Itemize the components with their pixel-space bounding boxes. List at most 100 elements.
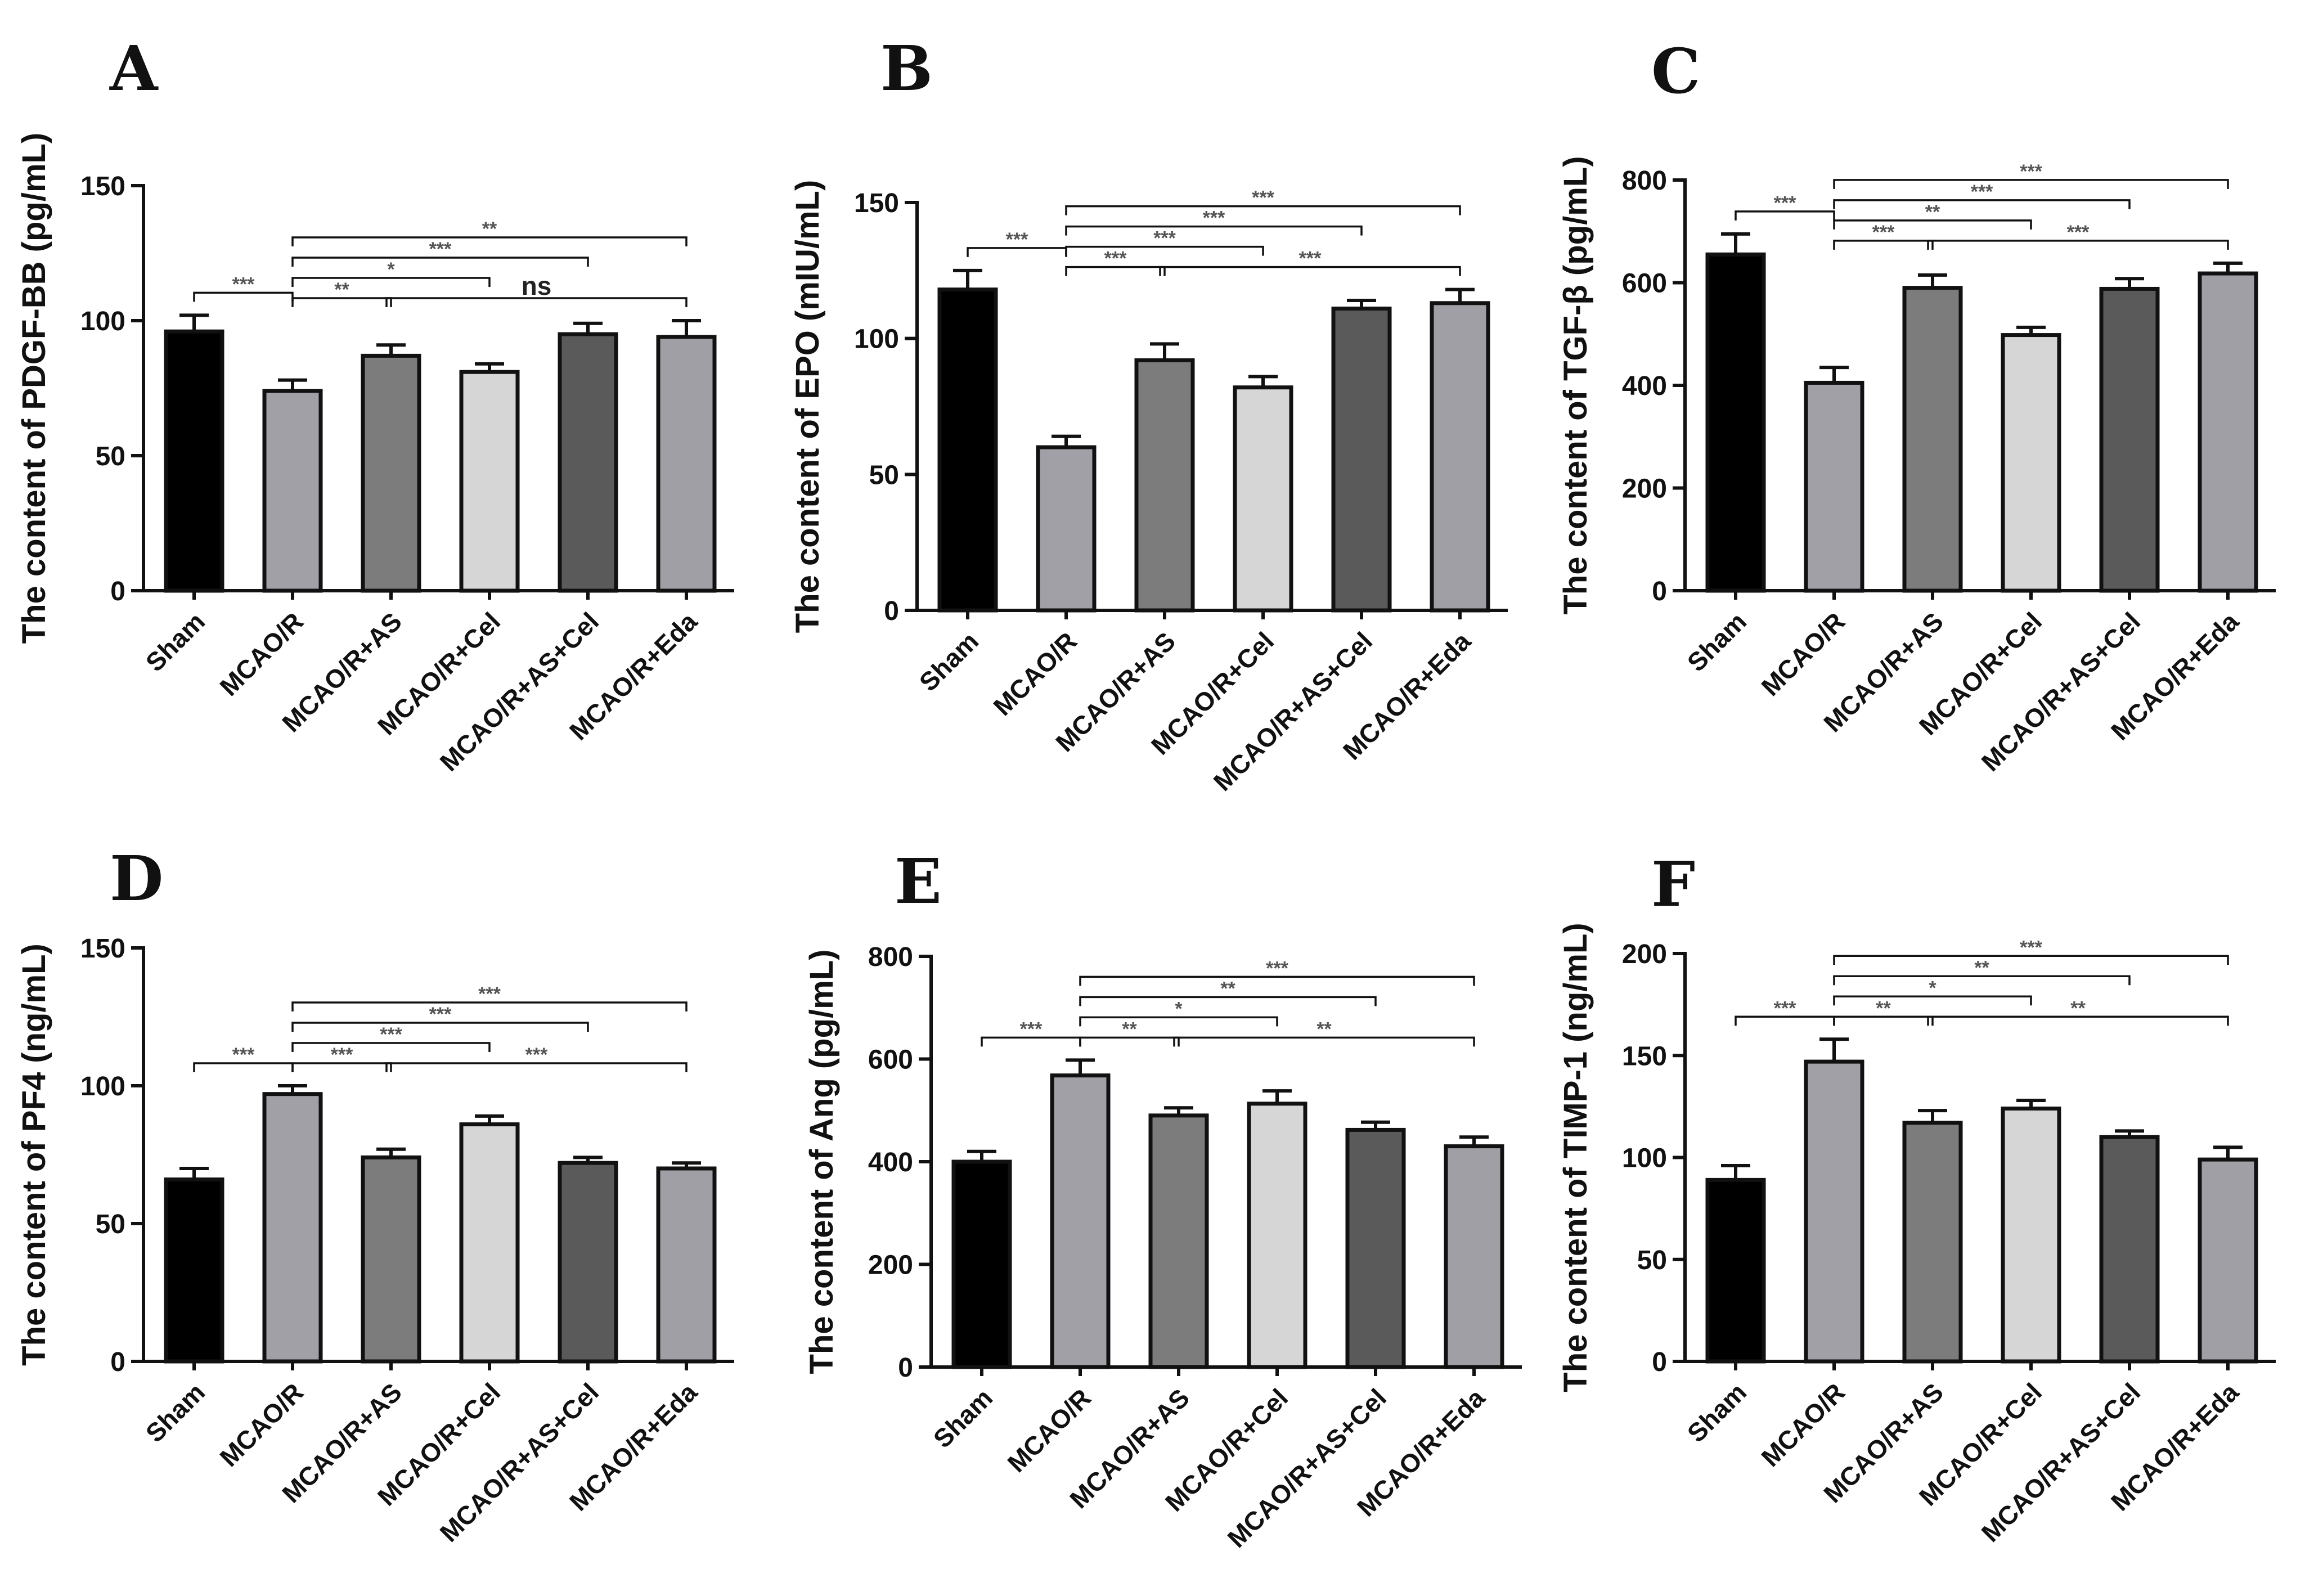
significance-bracket xyxy=(1833,219,2032,230)
bar xyxy=(1705,1177,1766,1364)
bar xyxy=(1902,1121,1963,1364)
significance-bracket xyxy=(1833,995,2032,1006)
significance-bracket xyxy=(1833,955,2229,965)
bar xyxy=(1345,1127,1406,1369)
significance-label: *** xyxy=(232,1044,255,1066)
y-tick-label: 0 xyxy=(898,1353,913,1383)
significance-label: *** xyxy=(1266,957,1288,979)
significance-label: * xyxy=(387,259,395,280)
significance-label: ** xyxy=(2070,997,2086,1019)
y-tick-label: 100 xyxy=(854,325,899,354)
significance-bracket xyxy=(1833,240,1934,250)
significance-bracket xyxy=(1833,199,2131,209)
y-tick-label: 800 xyxy=(1622,166,1667,196)
significance-bracket xyxy=(291,277,491,287)
bar xyxy=(1804,1059,1864,1364)
y-axis-label: The content of TGF-β (pg/mL) xyxy=(1557,156,1594,614)
significance-bracket xyxy=(1065,205,1461,215)
panel-letter: D xyxy=(110,842,163,915)
significance-label: ** xyxy=(1220,978,1235,999)
significance-label: *** xyxy=(1971,181,1993,203)
y-tick-label: 150 xyxy=(1622,1041,1667,1071)
y-tick-label: 200 xyxy=(1622,939,1667,969)
significance-bracket xyxy=(291,297,392,307)
bar xyxy=(937,287,998,613)
panel-letter: E xyxy=(895,845,942,918)
panel-letter: F xyxy=(1651,848,1695,920)
bar xyxy=(1247,1102,1307,1369)
y-axis-label: The content of Ang (pg/mL) xyxy=(803,950,840,1374)
significance-label: * xyxy=(1175,998,1183,1019)
significance-bracket xyxy=(1833,179,2229,189)
y-tick-label: 100 xyxy=(1622,1144,1667,1174)
bar xyxy=(164,329,224,593)
bar xyxy=(558,332,618,593)
y-tick-label: 200 xyxy=(1622,474,1667,504)
bar xyxy=(1444,1144,1504,1369)
significance-bracket xyxy=(385,297,688,307)
bar xyxy=(1134,358,1195,613)
significance-label: *** xyxy=(1872,222,1895,243)
significance-label: *** xyxy=(1774,997,1796,1019)
y-tick-label: 50 xyxy=(96,1210,125,1239)
bar xyxy=(1036,445,1097,613)
significance-bracket xyxy=(1927,1015,2229,1026)
significance-label: *** xyxy=(1006,229,1028,250)
y-tick-label: 0 xyxy=(110,1347,125,1377)
bar xyxy=(262,389,323,593)
panel-letter: A xyxy=(109,32,159,105)
y-tick-label: 200 xyxy=(868,1251,913,1280)
significance-label: *** xyxy=(1153,228,1176,249)
significance-label: *** xyxy=(1203,208,1225,229)
y-tick-label: 600 xyxy=(868,1045,913,1075)
significance-label: *** xyxy=(429,1004,452,1025)
significance-label: ** xyxy=(482,218,497,240)
y-tick-label: 150 xyxy=(80,172,125,201)
significance-label: *** xyxy=(478,983,501,1005)
significance-label: *** xyxy=(1774,192,1796,214)
significance-bracket xyxy=(1065,245,1264,256)
y-tick-label: 150 xyxy=(854,188,899,218)
significance-label: *** xyxy=(525,1044,548,1066)
bar xyxy=(2001,1107,2061,1364)
bar xyxy=(262,1092,323,1364)
significance-label: *** xyxy=(2020,937,2042,958)
y-tick-label: 0 xyxy=(1652,577,1667,606)
significance-label: *** xyxy=(1252,187,1274,209)
y-tick-label: 400 xyxy=(868,1148,913,1177)
bar xyxy=(2001,333,2061,593)
bar xyxy=(2099,1135,2160,1364)
bar xyxy=(951,1159,1012,1369)
bar xyxy=(2099,286,2160,593)
significance-label: *** xyxy=(2020,161,2042,182)
significance-bracket xyxy=(291,1042,491,1052)
significance-label: ns xyxy=(522,271,552,300)
significance-label: *** xyxy=(331,1044,353,1066)
y-tick-label: 100 xyxy=(80,1072,125,1102)
panel-letter: C xyxy=(1651,35,1701,107)
significance-label: *** xyxy=(232,273,255,295)
significance-bracket xyxy=(1159,266,1461,276)
significance-label: *** xyxy=(2067,222,2090,243)
y-tick-label: 0 xyxy=(110,577,125,606)
significance-label: *** xyxy=(1299,248,1322,269)
significance-label: ** xyxy=(1876,997,1891,1019)
bar xyxy=(2198,271,2258,593)
bar xyxy=(361,1155,421,1364)
bar xyxy=(656,1166,717,1364)
bar xyxy=(361,353,421,593)
significance-bracket xyxy=(1079,1036,1180,1047)
significance-bracket xyxy=(1833,1015,1934,1026)
y-tick-label: 50 xyxy=(96,442,125,471)
y-tick-label: 800 xyxy=(868,942,913,972)
significance-label: ** xyxy=(1316,1018,1332,1040)
significance-label: ** xyxy=(1974,957,1989,978)
significance-label: *** xyxy=(1104,248,1127,269)
y-tick-label: 0 xyxy=(1652,1347,1667,1377)
significance-bracket xyxy=(1735,210,1835,221)
significance-label: ** xyxy=(1925,201,1940,223)
bar xyxy=(1705,252,1766,593)
significance-bracket xyxy=(1173,1036,1475,1047)
significance-label: *** xyxy=(429,239,452,260)
